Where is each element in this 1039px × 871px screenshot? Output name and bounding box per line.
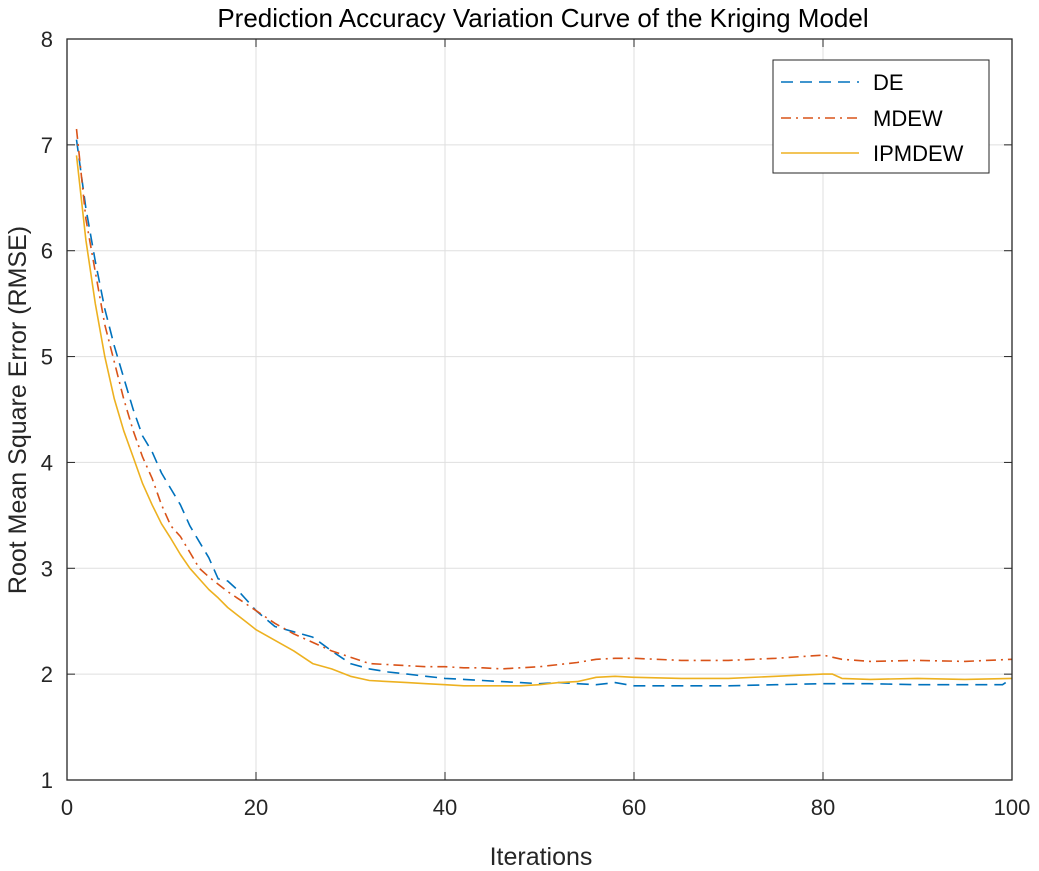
y-tick-label: 5 bbox=[41, 345, 53, 370]
y-tick-label: 6 bbox=[41, 239, 53, 264]
y-tick-label: 8 bbox=[41, 27, 53, 52]
axis-ticks: 0 20 40 60 80 100 1 2 3 4 5 6 7 8 bbox=[41, 27, 1031, 820]
x-tick-label: 60 bbox=[622, 795, 646, 820]
x-axis-title: Iterations bbox=[490, 843, 593, 871]
legend-label-ipmdew: IPMDEW bbox=[873, 141, 964, 166]
y-tick-label: 1 bbox=[41, 768, 53, 793]
series-lines bbox=[75, 128, 1013, 687]
legend-box bbox=[772, 59, 990, 174]
legend: DE MDEW IPMDEW bbox=[772, 59, 990, 174]
series-line-ipmdew bbox=[75, 155, 1013, 687]
y-tick-label: 4 bbox=[41, 450, 53, 475]
series-line-de bbox=[75, 139, 1013, 687]
series-line-mdew bbox=[75, 128, 1013, 670]
plot-area-frame bbox=[66, 38, 1013, 781]
y-tick-label: 2 bbox=[41, 662, 53, 687]
x-tick-label: 80 bbox=[811, 795, 835, 820]
y-axis-title: Root Mean Square Error (RMSE) bbox=[4, 226, 32, 594]
x-tick-label: 100 bbox=[994, 795, 1031, 820]
x-tick-label: 40 bbox=[433, 795, 457, 820]
x-tick-label: 20 bbox=[244, 795, 268, 820]
y-tick-label: 3 bbox=[41, 556, 53, 581]
y-tick-label: 7 bbox=[41, 133, 53, 158]
x-tick-label: 0 bbox=[61, 795, 73, 820]
legend-label-de: DE bbox=[873, 70, 904, 95]
legend-label-mdew: MDEW bbox=[873, 106, 943, 131]
chart-title: Prediction Accuracy Variation Curve of t… bbox=[217, 3, 868, 33]
